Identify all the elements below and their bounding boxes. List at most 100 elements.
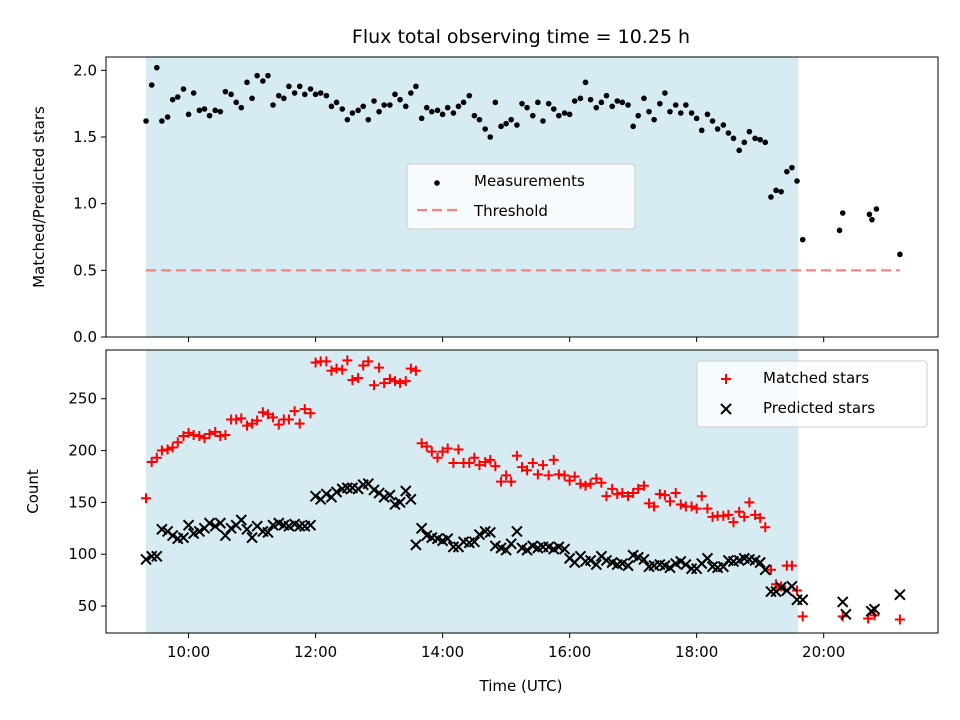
data-point [548, 454, 559, 465]
data-point [736, 147, 743, 154]
data-point [444, 104, 451, 111]
data-point [410, 365, 421, 376]
data-point [659, 490, 670, 501]
data-point [394, 496, 406, 509]
data-point [330, 486, 343, 498]
y-tick-label: 250 [68, 390, 97, 408]
ratio-panel: 0.0 0.5 1.0 1.5 2.0 Matched/Predicted stars Me… [30, 56, 939, 346]
data-point [707, 511, 718, 522]
x-tick-label: 20:00 [802, 643, 845, 661]
data-point [210, 426, 221, 437]
data-point [762, 139, 769, 146]
data-point [468, 536, 481, 548]
y-tick-label: 2.0 [73, 61, 97, 79]
legend: Measurements Threshold [406, 163, 636, 230]
data-point [201, 106, 208, 112]
data-point [575, 478, 586, 489]
data-point [765, 585, 777, 598]
data-point [140, 553, 152, 566]
data-point [342, 355, 353, 366]
data-point [603, 92, 610, 99]
data-point [734, 506, 745, 517]
data-point [212, 107, 219, 114]
data-point [683, 102, 689, 108]
data-point [696, 491, 707, 502]
data-point [392, 91, 398, 98]
x-tick-label: 12:00 [294, 643, 337, 661]
data-point [405, 493, 417, 505]
data-point [529, 112, 536, 119]
data-point [199, 433, 210, 444]
data-point [677, 110, 684, 116]
data-point [447, 541, 460, 553]
data-point [206, 112, 213, 119]
data-point [222, 88, 229, 95]
data-point [633, 483, 644, 494]
data-point [283, 414, 294, 425]
data-point [765, 564, 776, 575]
data-point [307, 86, 314, 92]
data-point [455, 103, 462, 110]
data-point [585, 478, 596, 489]
data-point [442, 443, 453, 454]
data-point [167, 442, 178, 453]
data-point [441, 532, 454, 545]
data-point [320, 488, 333, 500]
data-point [464, 457, 475, 468]
legend-label: Matched stars [763, 369, 869, 387]
data-point [299, 404, 310, 415]
data-point [141, 493, 152, 504]
data-point [180, 86, 187, 92]
data-point [453, 444, 464, 455]
data-point [423, 104, 430, 111]
data-point [580, 480, 591, 491]
data-point [701, 552, 714, 565]
data-point [744, 497, 755, 508]
data-point [718, 510, 729, 521]
data-point [501, 470, 512, 481]
data-point [566, 111, 573, 118]
data-point [241, 420, 252, 431]
data-point [511, 525, 523, 538]
data-point [506, 476, 517, 487]
y-tick-label: 0.5 [73, 261, 97, 279]
data-point [646, 108, 652, 115]
data-point [235, 514, 247, 526]
data-point [720, 122, 727, 128]
data-point [374, 362, 385, 373]
data-point [680, 558, 692, 571]
data-point [559, 470, 570, 481]
data-point [657, 100, 663, 107]
data-point [312, 91, 319, 98]
data-point [193, 525, 206, 538]
y-tick-label: 150 [68, 493, 97, 511]
data-point [638, 480, 649, 491]
y-tick-label: 1.5 [73, 128, 97, 146]
data-point [754, 556, 766, 569]
data-point [685, 563, 698, 575]
y-axis-label: Count [24, 469, 42, 514]
data-point [571, 98, 578, 104]
data-point [341, 482, 354, 494]
data-point [418, 115, 425, 122]
data-point [704, 111, 711, 118]
data-point [527, 457, 538, 468]
data-point [698, 127, 705, 134]
data-point [384, 489, 396, 501]
data-point [564, 475, 575, 486]
data-point [363, 356, 374, 367]
data-point [664, 561, 676, 574]
y-tick-label: 0.0 [73, 328, 97, 346]
data-point [480, 456, 491, 467]
data-point [432, 452, 443, 463]
legend-box [696, 360, 928, 428]
data-point [209, 520, 221, 532]
data-point [532, 469, 543, 480]
data-point [505, 538, 517, 550]
data-point [270, 102, 276, 108]
data-point [649, 501, 660, 512]
data-point [728, 517, 739, 528]
data-point [675, 499, 686, 510]
data-point [262, 409, 273, 420]
